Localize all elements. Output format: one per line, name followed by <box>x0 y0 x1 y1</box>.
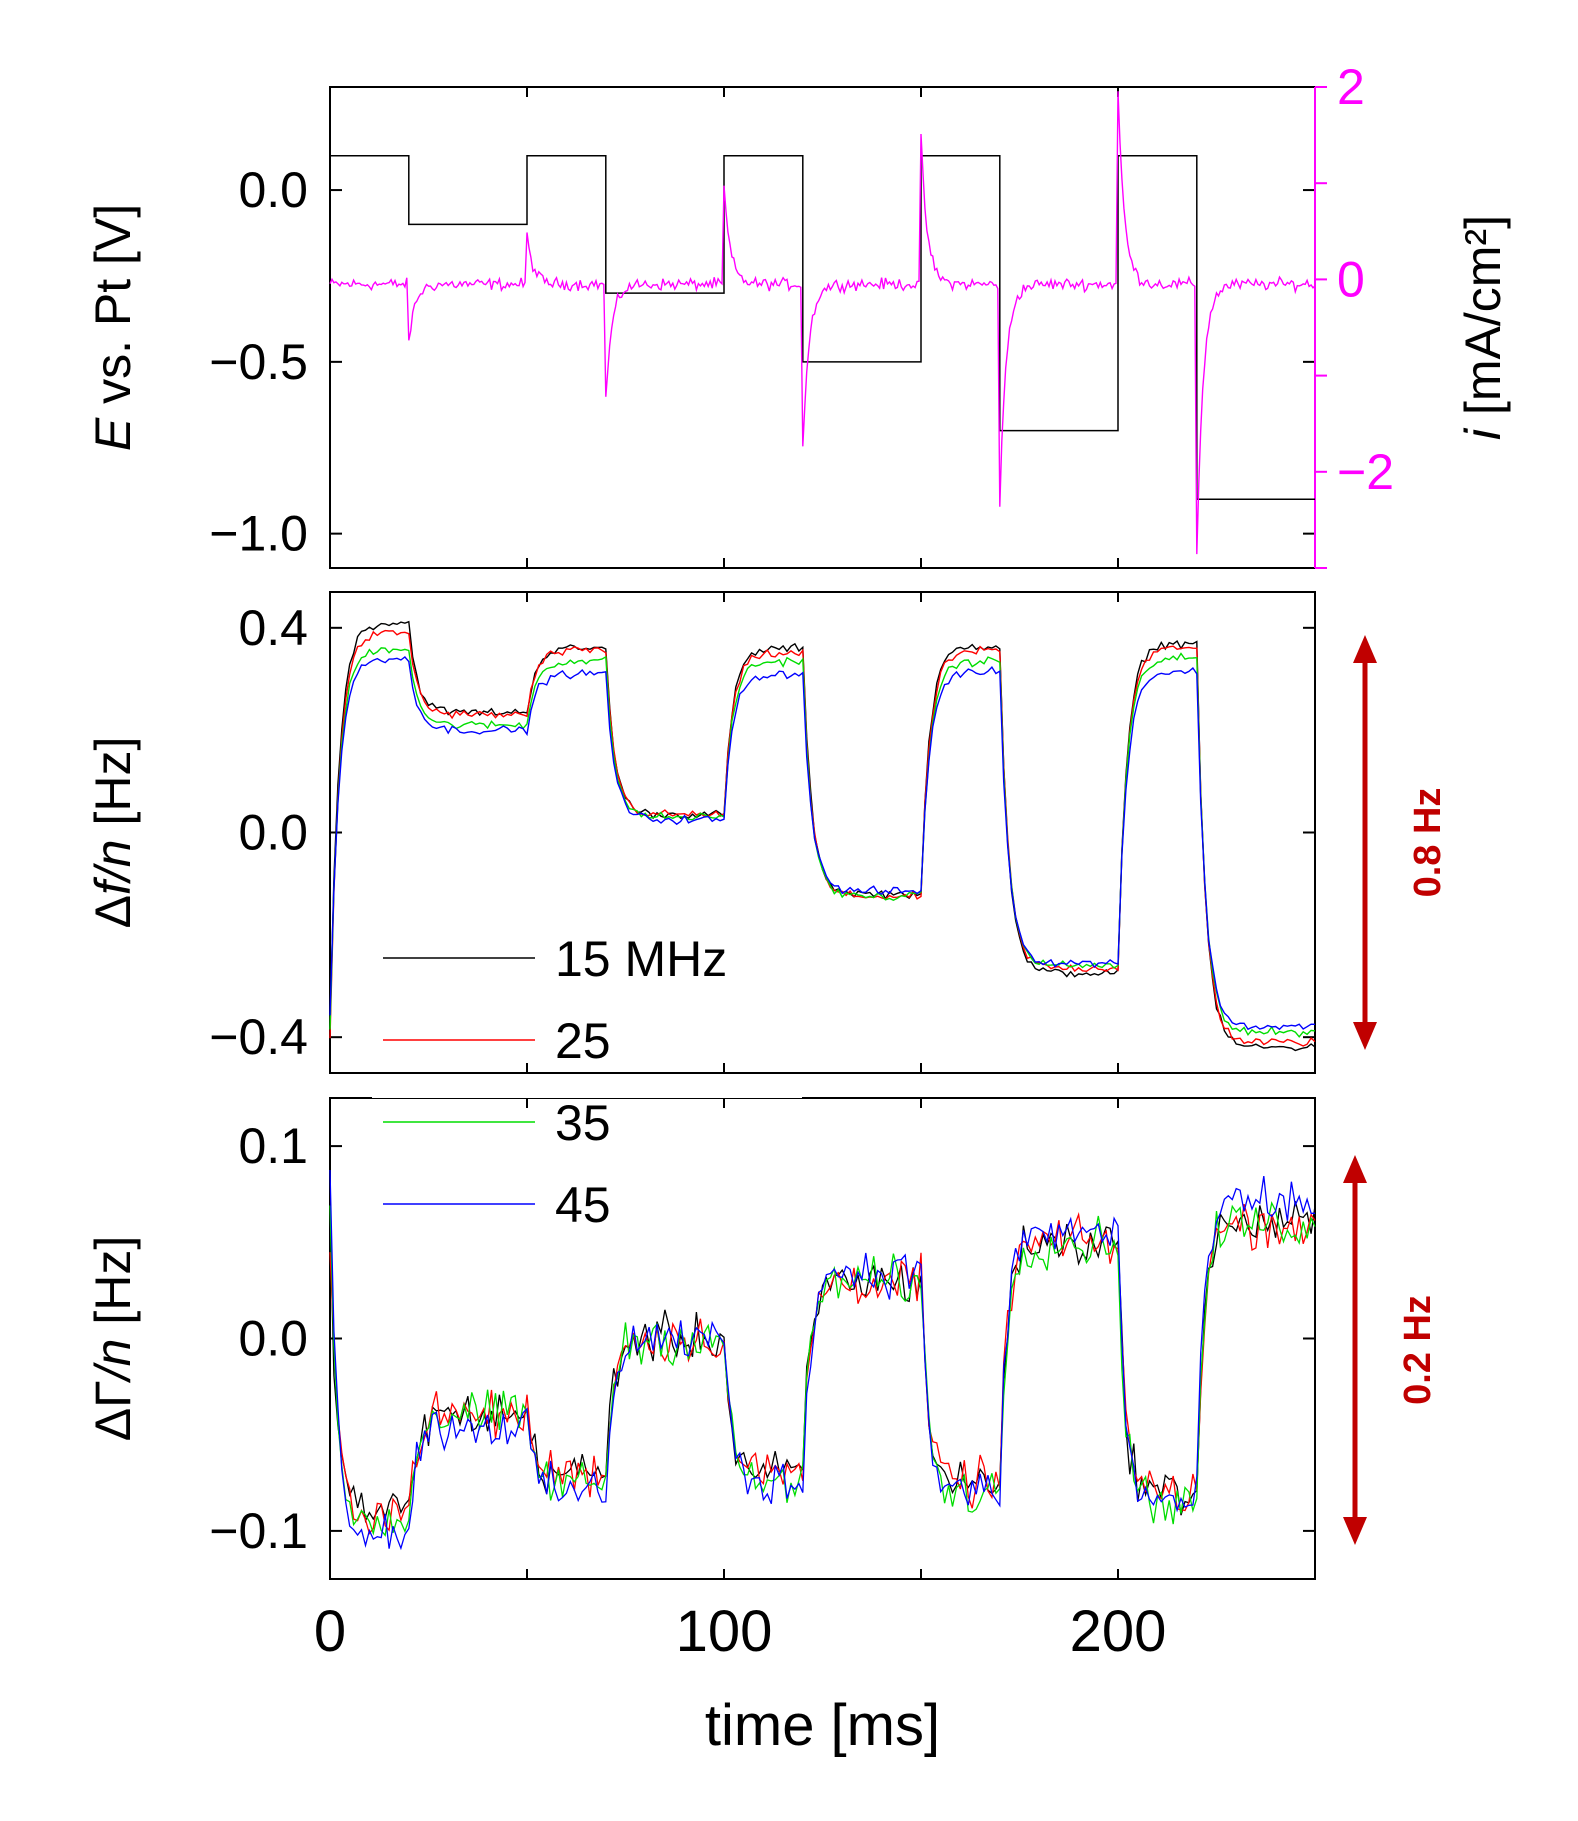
bot-ylabel-part: [Hz] <box>85 1236 141 1339</box>
legend-label: 25 <box>555 1013 611 1069</box>
bandwidth-series-0 <box>329 1201 1316 1523</box>
top-ytick-label: 0.0 <box>238 162 308 218</box>
x-tick-label: 200 <box>1070 1599 1167 1664</box>
bot-ylabel: ΔΓ/n [Hz] <box>85 1236 141 1441</box>
x-tick-label: 100 <box>676 1599 773 1664</box>
legend-gap-mask <box>372 1078 802 1098</box>
legend-label: 45 <box>555 1177 611 1233</box>
top-frame <box>329 86 1316 569</box>
top-y2label-part: [mA/cm²] <box>1455 215 1511 429</box>
panel-bandwidth-shift: 0.1 0.0 −0.1 ΔΓ/n [Hz] 0 100 200 time [ms] <box>85 1097 1316 1758</box>
legend-label: 15 MHz <box>555 931 727 987</box>
x-tick-label: 0 <box>314 1599 346 1664</box>
bot-ylabel-part: ΔΓ <box>85 1380 141 1441</box>
top-ytick-label: −0.5 <box>209 334 308 390</box>
mid-ylabel-part: [Hz] <box>85 737 141 840</box>
freq-series-0 <box>329 620 1316 1052</box>
top-y2label-part: i <box>1455 427 1511 440</box>
mid-ytick-label: 0.0 <box>238 805 308 861</box>
bandwidth-scale-arrow-head-down <box>1343 1517 1367 1545</box>
x-axis-label: time [ms] <box>705 1693 940 1758</box>
top-y2tick-label: −2 <box>1337 444 1394 500</box>
top-y2tick-label: 2 <box>1337 59 1365 115</box>
panel-frequency-shift: 0.4 0.0 −0.4 Δf/n [Hz] <box>85 591 1316 1074</box>
bot-ytick-label: 0.0 <box>238 1311 308 1367</box>
freq-series-1 <box>329 629 1316 1047</box>
freq-scale-arrow-head-up <box>1353 635 1377 663</box>
top-ylabel-part: vs. Pt [V] <box>85 204 141 418</box>
bot-ytick-label: −0.1 <box>209 1503 308 1559</box>
top-ylabel: E vs. Pt [V] <box>85 204 141 451</box>
panel-potential-current: 0.0 −0.5 −1.0 2 0 −2 E vs. Pt [V] i [mA/cm²] <box>85 59 1511 569</box>
legend-label: 35 <box>555 1095 611 1151</box>
mid-ylabel-part: f/n <box>85 839 141 895</box>
freq-scale-arrow-head-down <box>1353 1022 1377 1050</box>
top-y2label: i [mA/cm²] <box>1455 215 1511 440</box>
bot-frame <box>329 1097 1316 1580</box>
freq-series-2 <box>329 647 1316 1038</box>
bandwidth-series-3 <box>329 1169 1315 1551</box>
mid-ylabel-part: Δ <box>85 895 141 928</box>
top-y2tick-label: 0 <box>1337 251 1365 307</box>
bot-ytick-label: 0.1 <box>238 1118 308 1174</box>
freq-scale-label: 0.8 Hz <box>1407 788 1449 898</box>
current-trace <box>329 91 1316 555</box>
bandwidth-series-1 <box>329 1204 1316 1535</box>
freq-series-3 <box>329 656 1316 1031</box>
bot-ylabel-part: /n <box>85 1339 141 1384</box>
mid-ytick-label: −0.4 <box>209 1009 308 1065</box>
mid-ylabel: Δf/n [Hz] <box>85 737 141 929</box>
mid-frame <box>329 591 1316 1074</box>
annotations: 0.8 Hz 0.2 Hz <box>1343 635 1449 1545</box>
bandwidth-series-2 <box>329 1201 1316 1537</box>
bandwidth-scale-arrow-head-up <box>1343 1155 1367 1183</box>
mid-ytick-label: 0.4 <box>238 600 308 656</box>
top-ylabel-part: E <box>85 417 141 451</box>
bandwidth-scale-label: 0.2 Hz <box>1397 1295 1439 1405</box>
legend: 15 MHz 25 35 45 <box>372 931 802 1233</box>
top-ytick-label: −1.0 <box>209 506 308 562</box>
potential-trace <box>330 154 1315 501</box>
